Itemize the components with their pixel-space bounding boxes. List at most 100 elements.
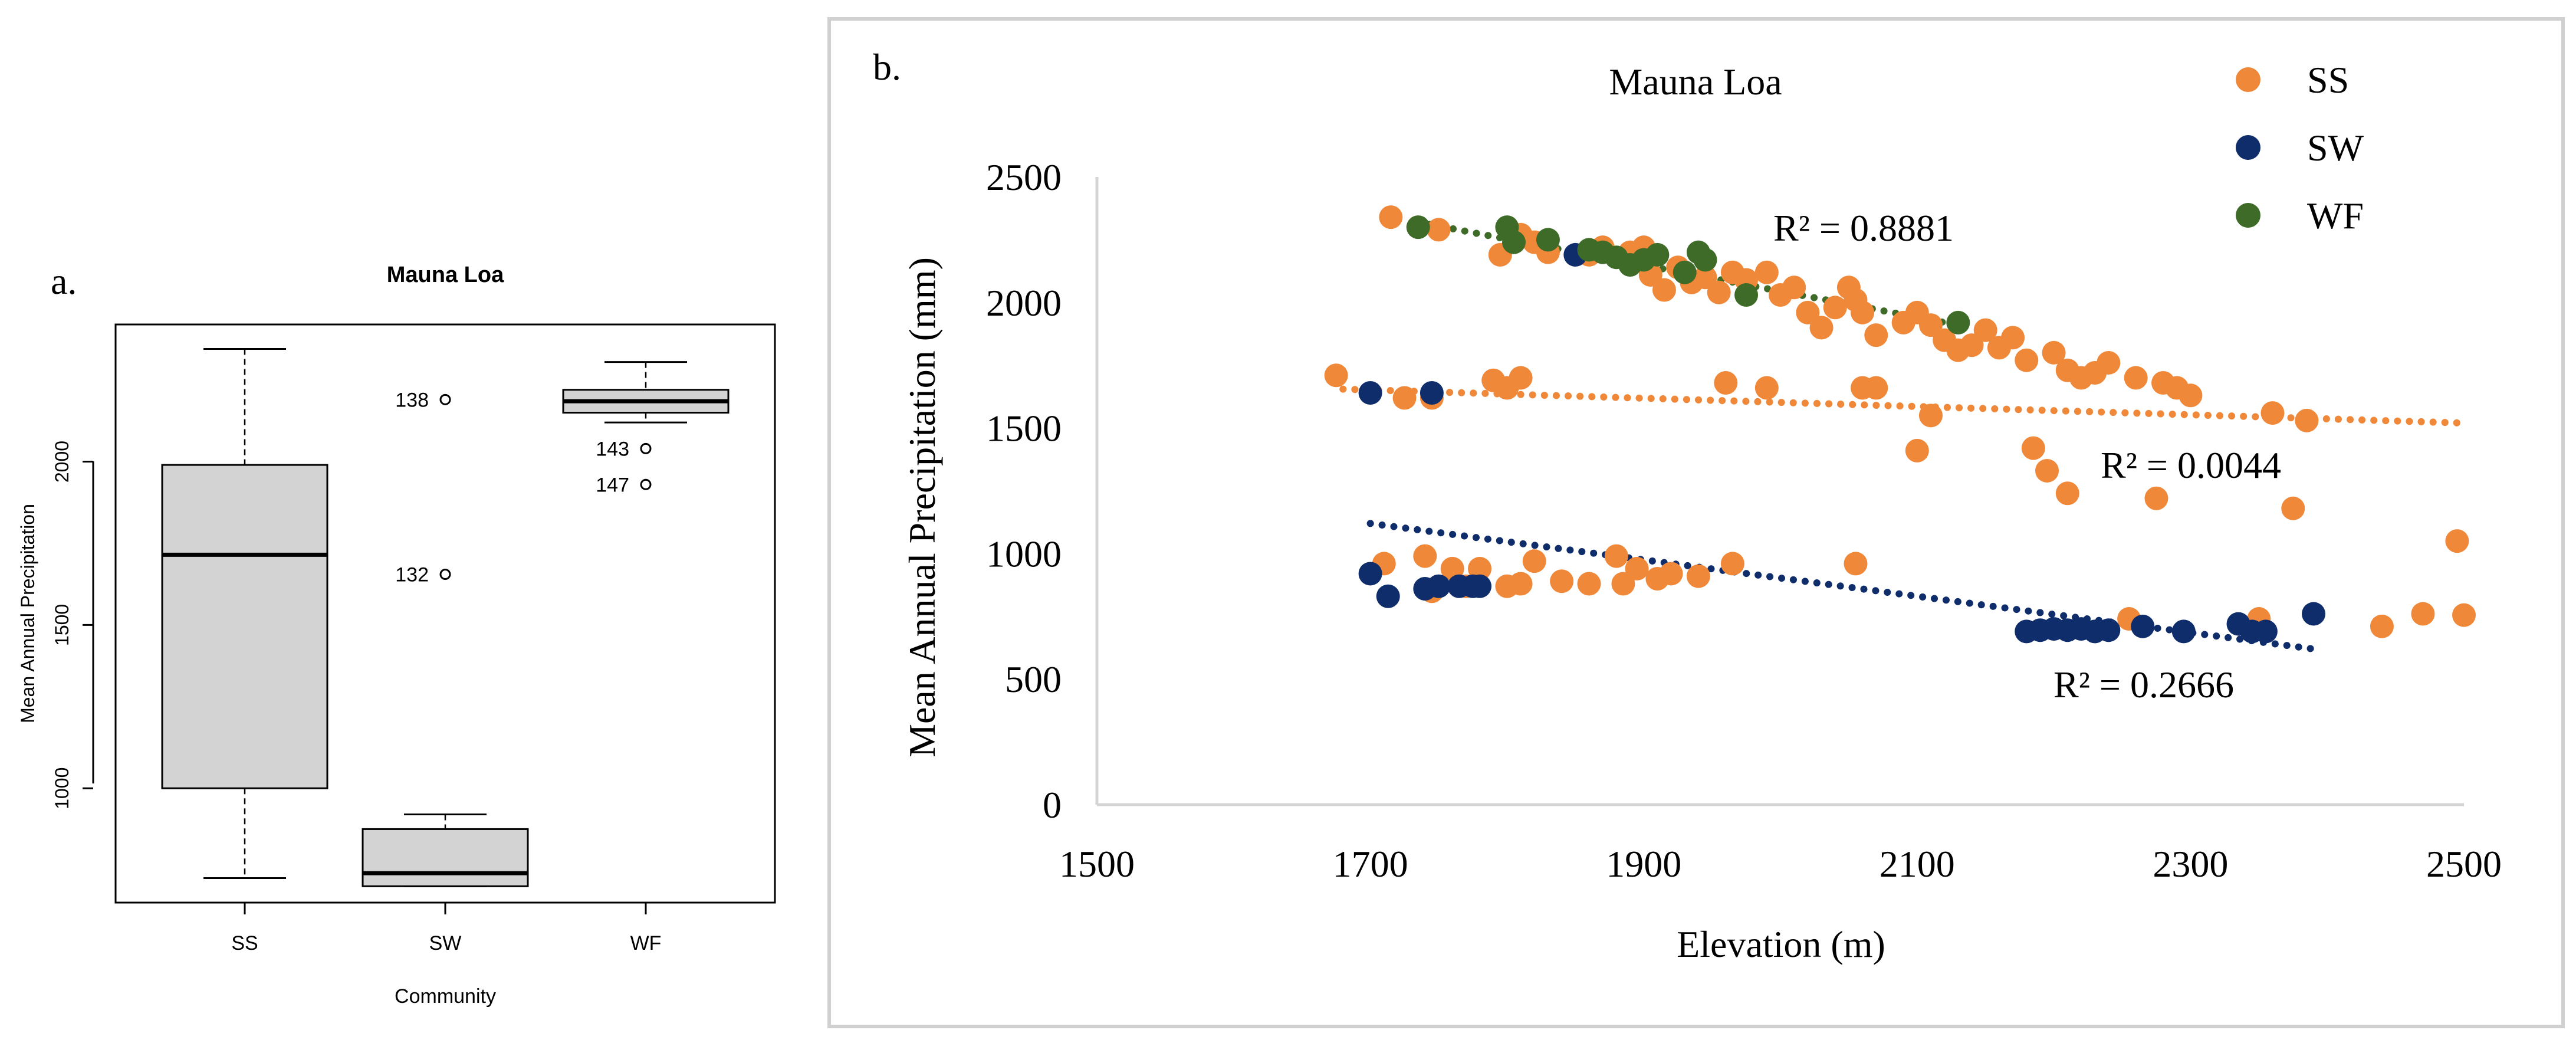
panel-b-x-tick-label: 1900	[1606, 843, 1681, 885]
point-wf	[1536, 228, 1560, 252]
point-ss	[1604, 544, 1628, 568]
panel-a-y-tick-label: 1500	[51, 604, 73, 646]
point-ss	[1392, 386, 1417, 410]
point-ss	[2035, 458, 2059, 483]
point-ss	[1611, 572, 1635, 596]
panel-b-y-tick-label: 500	[1005, 658, 1062, 700]
point-ss	[2001, 326, 2025, 350]
r2-label-sw: R² = 0.2666	[2053, 664, 2234, 706]
outlier-label: 143	[596, 438, 629, 460]
point-sw	[1358, 381, 1382, 405]
point-ss	[2015, 348, 2039, 372]
panel-a-y-tick-label: 2000	[51, 441, 73, 483]
point-ss	[1693, 265, 1717, 290]
panel-a-x-tick-label: SW	[429, 932, 462, 955]
point-ss	[1714, 370, 1738, 395]
panel-b-points	[1324, 205, 2476, 644]
point-ss	[1379, 205, 1403, 229]
panel-b-tick-labels: 1500 1700 1900 2100 2300 2500 0 500 1000 1500 2000…	[986, 156, 2502, 885]
panel-a-boxes: 138 132 143 147	[161, 348, 730, 887]
point-ss	[1782, 275, 1806, 300]
point-ss	[1823, 296, 1847, 320]
panel-a-title: Mauna Loa	[387, 263, 504, 287]
point-sw	[1468, 574, 1492, 598]
panel-a-x-tick-label: SS	[231, 932, 258, 955]
point-ss	[2411, 602, 2435, 626]
panel-b-y-tick-label: 2000	[986, 282, 1062, 324]
outlier-label: 132	[395, 564, 429, 586]
point-ss	[1754, 260, 1779, 284]
panel-b-x-label: Elevation (m)	[1677, 923, 1885, 965]
r2-label-ss: R² = 0.0044	[2101, 444, 2281, 486]
outlier-point	[640, 478, 652, 490]
panel-a-x-label: Community	[395, 985, 496, 1008]
panel-b-y-tick-label: 2500	[986, 156, 1062, 198]
point-ss	[2124, 366, 2148, 390]
point-ss	[2055, 481, 2079, 506]
point-ss	[1864, 323, 1888, 347]
panel-b-legend: SS SW WF	[2236, 59, 2364, 237]
point-ss	[2370, 614, 2394, 638]
panel-b-title: Mauna Loa	[1609, 61, 1782, 103]
panel-b-x-tick-label: 2100	[1880, 843, 1955, 885]
point-wf	[1693, 248, 1717, 272]
panel-a-label: a.	[51, 260, 77, 302]
point-ss	[2445, 529, 2469, 553]
point-ss	[1754, 376, 1779, 400]
point-ss	[1324, 363, 1348, 388]
point-ss	[1652, 278, 1676, 302]
point-sw	[1427, 574, 1451, 598]
iqr-box	[161, 464, 328, 789]
box-wf: 143 147	[562, 361, 730, 496]
panel-b-x-tick-label: 2500	[2426, 843, 2502, 885]
panel-b-border	[827, 17, 2565, 1028]
point-ss	[2295, 408, 2319, 432]
legend-marker	[2236, 203, 2260, 228]
point-ss	[1427, 218, 1451, 242]
point-wf	[1501, 230, 1526, 254]
outlier-label: 147	[596, 474, 629, 496]
point-ss	[2097, 350, 2121, 375]
panel-b-label: b.	[873, 46, 901, 88]
point-ss	[2042, 340, 2066, 365]
box-sw: 138 132	[362, 389, 529, 887]
point-sw	[1420, 381, 1444, 405]
point-ss	[1550, 569, 1574, 593]
point-ss	[1864, 376, 1888, 400]
panel-b-y-tick-label: 1500	[986, 408, 1062, 450]
panel-b-x-tick-label: 2300	[2153, 843, 2228, 885]
panel-a-y-label: Mean Annual Precipitation	[17, 504, 38, 723]
point-ss	[1960, 333, 1984, 357]
point-ss	[2260, 401, 2285, 425]
series-sw	[1358, 242, 2326, 644]
legend-marker	[2236, 135, 2260, 160]
point-ss	[1844, 552, 1868, 576]
point-ss	[1509, 572, 1533, 596]
box-ss	[161, 348, 328, 879]
legend-label: SS	[2307, 59, 2349, 101]
point-sw	[2253, 619, 2278, 644]
point-ss	[2021, 436, 2045, 460]
series-ss	[1324, 205, 2476, 638]
outlier-point	[439, 393, 451, 405]
point-ss	[1625, 556, 1649, 580]
point-ss	[1905, 438, 1929, 463]
panel-b-r2-labels: R² = 0.8881 R² = 0.0044 R² = 0.2666	[1773, 207, 2281, 706]
point-ss	[1796, 300, 1820, 324]
point-wf	[1946, 310, 1970, 334]
point-ss	[1851, 300, 1875, 324]
point-sw	[2131, 614, 2155, 638]
legend-item-wf: WF	[2236, 195, 2364, 237]
legend-label: WF	[2307, 195, 2364, 237]
point-ss	[1707, 280, 1731, 304]
point-wf	[1673, 260, 1697, 284]
panel-b-y-tick-label: 0	[1043, 784, 1062, 826]
panel-a-x-axis: SS SW WF	[231, 901, 661, 955]
legend-item-sw: SW	[2236, 127, 2364, 169]
point-ss	[1509, 366, 1533, 390]
panel-b-y-tick-label: 1000	[986, 533, 1062, 575]
point-wf	[1734, 283, 1759, 307]
point-wf	[1406, 215, 1430, 240]
